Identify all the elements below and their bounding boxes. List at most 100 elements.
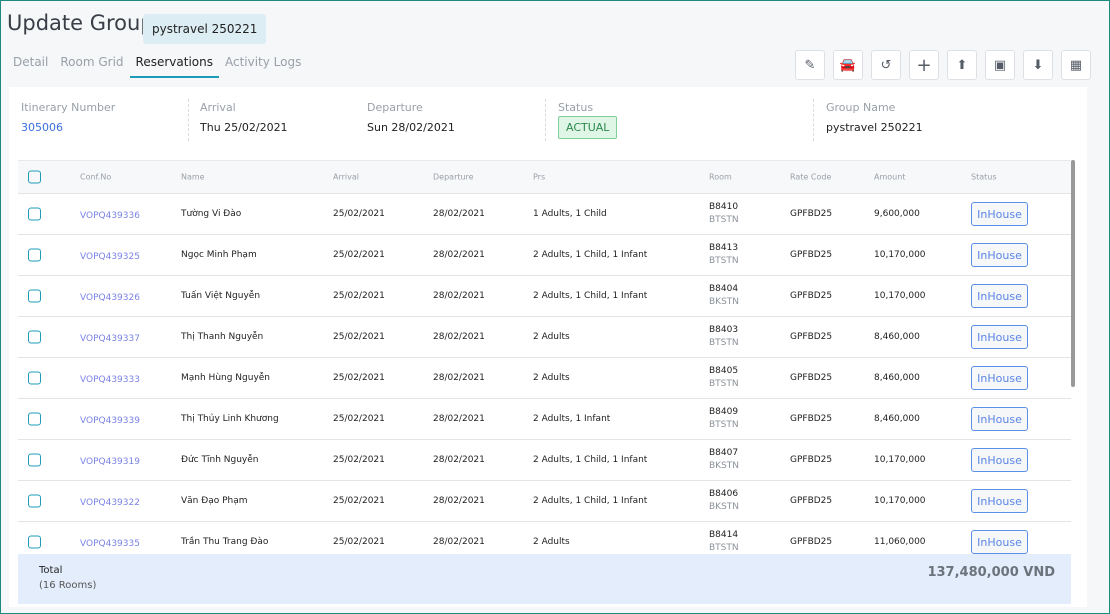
conf-number-link[interactable]: VOPQ439326 — [80, 293, 140, 303]
edit-button[interactable]: ✎ — [795, 50, 825, 80]
total-row: Total (16 Rooms) 137,480,000 VND — [18, 554, 1071, 604]
room-number: B8414 — [709, 530, 739, 540]
status-button[interactable]: InHouse — [971, 530, 1028, 554]
group-name-field: Group Name pystravel 250221 — [826, 101, 923, 134]
page-title: Update Group — [7, 11, 154, 35]
room-cell: B8405 BTSTN — [709, 365, 739, 391]
room-type: BKSTN — [709, 297, 740, 307]
col-name: Name — [181, 172, 205, 182]
departure-value: Sun 28/02/2021 — [367, 121, 455, 134]
conf-number-link[interactable]: VOPQ439339 — [80, 416, 140, 426]
room-cell: B8413 BTSTN — [709, 242, 739, 268]
rate-code: GPFBD25 — [790, 414, 833, 424]
departure-date: 28/02/2021 — [433, 455, 485, 465]
table-row[interactable]: VOPQ439337 Thị Thanh Nguyễn 25/02/2021 2… — [18, 317, 1071, 358]
row-checkbox[interactable] — [28, 535, 41, 549]
status-button[interactable]: InHouse — [971, 325, 1028, 349]
row-checkbox[interactable] — [28, 494, 41, 508]
persons: 2 Adults, 1 Child, 1 Infant — [533, 250, 648, 260]
table-row[interactable]: VOPQ439335 Trần Thu Trang Đào 25/02/2021… — [18, 522, 1071, 554]
itinerary-label: Itinerary Number — [21, 101, 116, 114]
conf-number-link[interactable]: VOPQ439319 — [80, 457, 140, 467]
persons: 2 Adults, 1 Child, 1 Infant — [533, 455, 648, 465]
departure-date: 28/02/2021 — [433, 250, 485, 260]
col-departure: Departure — [433, 172, 474, 182]
arrival-date: 25/02/2021 — [333, 414, 385, 424]
row-checkbox[interactable] — [28, 330, 41, 344]
group-name-value: pystravel 250221 — [826, 121, 923, 134]
col-room: Room — [709, 172, 732, 182]
amount: 9,600,000 — [874, 209, 920, 219]
guest-name: Trần Thu Trang Đào — [181, 537, 269, 547]
guest-name: Đức Tĩnh Nguyễn — [181, 455, 259, 465]
amount: 10,170,000 — [874, 496, 926, 506]
row-checkbox[interactable] — [28, 207, 41, 221]
tab-activity-logs[interactable]: Activity Logs — [224, 55, 302, 69]
conf-number-link[interactable]: VOPQ439325 — [80, 252, 140, 262]
row-checkbox[interactable] — [28, 453, 41, 467]
status-button[interactable]: InHouse — [971, 448, 1028, 472]
persons: 1 Adults, 1 Child — [533, 209, 607, 219]
guest-name: Văn Đạo Phạm — [181, 496, 248, 506]
table-row[interactable]: VOPQ439322 Văn Đạo Phạm 25/02/2021 28/02… — [18, 481, 1071, 522]
car-button[interactable]: 🚘 — [833, 50, 863, 80]
calendar-button[interactable]: ▦ — [1061, 50, 1091, 80]
table-row[interactable]: VOPQ439333 Mạnh Hùng Nguyễn 25/02/2021 2… — [18, 358, 1071, 399]
group-badge: pystravel 250221 — [143, 14, 267, 44]
arrival-value: Thu 25/02/2021 — [200, 121, 288, 134]
table-row[interactable]: VOPQ439336 Tường Vi Đào 25/02/2021 28/02… — [18, 194, 1071, 235]
departure-date: 28/02/2021 — [433, 414, 485, 424]
arrival-date: 25/02/2021 — [333, 455, 385, 465]
room-type: BTSTN — [709, 420, 739, 430]
table-scrollbar[interactable] — [1071, 160, 1075, 387]
tab-room-grid[interactable]: Room Grid — [60, 55, 124, 69]
arrival-date: 25/02/2021 — [333, 496, 385, 506]
persons: 2 Adults — [533, 537, 570, 547]
room-cell: B8407 BKSTN — [709, 447, 739, 473]
departure-date: 28/02/2021 — [433, 537, 485, 547]
status-button[interactable]: InHouse — [971, 407, 1028, 431]
row-checkbox[interactable] — [28, 289, 41, 303]
status-button[interactable]: InHouse — [971, 366, 1028, 390]
checkin-button[interactable]: ▣ — [985, 50, 1015, 80]
row-checkbox[interactable] — [28, 371, 41, 385]
amount: 8,460,000 — [874, 332, 920, 342]
persons: 2 Adults — [533, 332, 570, 342]
amount: 8,460,000 — [874, 373, 920, 383]
history-button[interactable]: ↺ — [871, 50, 901, 80]
room-number: B8404 — [709, 284, 739, 294]
upload-icon: ⬆ — [956, 57, 968, 73]
conf-number-link[interactable]: VOPQ439335 — [80, 539, 140, 549]
arrival-date: 25/02/2021 — [333, 250, 385, 260]
upload-button[interactable]: ⬆ — [947, 50, 977, 80]
row-checkbox[interactable] — [28, 412, 41, 426]
table-row[interactable]: VOPQ439326 Tuấn Việt Nguyễn 25/02/2021 2… — [18, 276, 1071, 317]
conf-number-link[interactable]: VOPQ439333 — [80, 375, 140, 385]
conf-number-link[interactable]: VOPQ439336 — [80, 211, 140, 221]
room-type: BTSTN — [709, 338, 739, 348]
tab-detail[interactable]: Detail — [13, 55, 49, 69]
col-amount: Amount — [874, 172, 906, 182]
departure-field: Departure Sun 28/02/2021 — [367, 101, 455, 134]
row-checkbox[interactable] — [28, 248, 41, 262]
conf-number-link[interactable]: VOPQ439322 — [80, 498, 140, 508]
status-button[interactable]: InHouse — [971, 284, 1028, 308]
status-button[interactable]: InHouse — [971, 243, 1028, 267]
tab-reservations[interactable]: Reservations — [129, 51, 219, 78]
room-number: B8403 — [709, 325, 739, 335]
select-all-checkbox[interactable] — [28, 170, 41, 184]
guest-name: Tuấn Việt Nguyễn — [181, 291, 261, 301]
itinerary-number[interactable]: 305006 — [21, 121, 63, 134]
amount: 10,170,000 — [874, 455, 926, 465]
rate-code: GPFBD25 — [790, 496, 833, 506]
add-button[interactable]: + — [909, 50, 939, 80]
conf-number-link[interactable]: VOPQ439337 — [80, 334, 140, 344]
col-status: Status — [971, 172, 997, 182]
table-row[interactable]: VOPQ439319 Đức Tĩnh Nguyễn 25/02/2021 28… — [18, 440, 1071, 481]
table-row[interactable]: VOPQ439339 Thị Thủy Linh Khương 25/02/20… — [18, 399, 1071, 440]
persons: 2 Adults, 1 Child, 1 Infant — [533, 291, 648, 301]
download-button[interactable]: ⬇ — [1023, 50, 1053, 80]
status-button[interactable]: InHouse — [971, 489, 1028, 513]
table-row[interactable]: VOPQ439325 Ngọc Minh Phạm 25/02/2021 28/… — [18, 235, 1071, 276]
status-button[interactable]: InHouse — [971, 202, 1028, 226]
